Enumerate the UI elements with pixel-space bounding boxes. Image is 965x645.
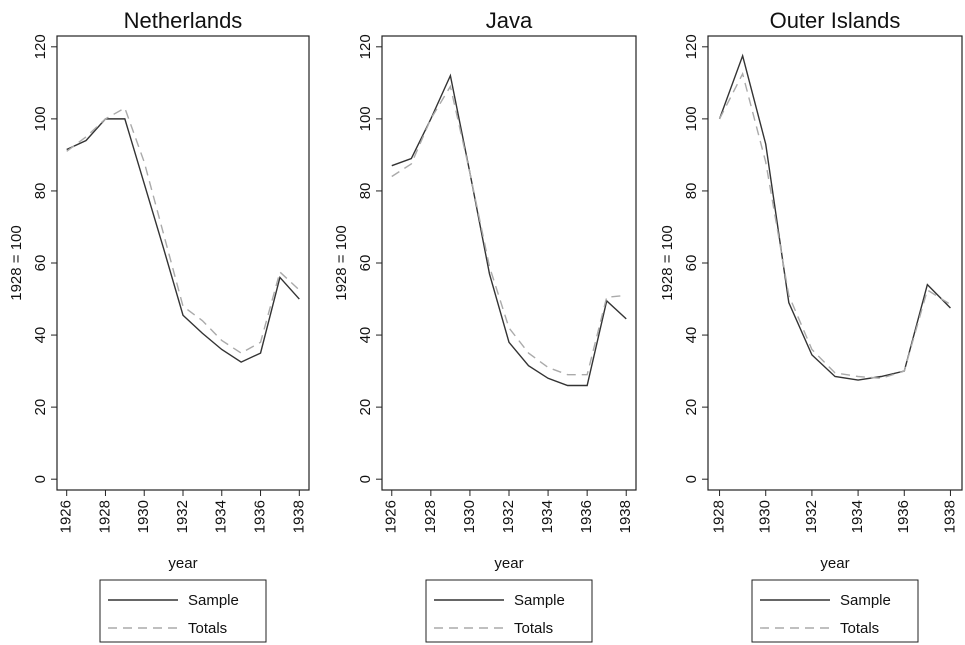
panel-title: Outer Islands — [770, 8, 901, 33]
x-tick-label: 1930 — [461, 500, 478, 533]
legend-box — [751, 579, 919, 643]
x-tick-label: 1928 — [711, 500, 728, 533]
x-tick-label: 1926 — [383, 500, 400, 533]
x-tick-label: 1936 — [895, 500, 912, 533]
legend-label: Totals — [514, 620, 553, 637]
x-axis-label: year — [168, 555, 197, 572]
data-line — [66, 107, 300, 354]
y-axis-label: 1928 = 100 — [8, 225, 25, 301]
x-tick-label: 1934 — [213, 500, 230, 533]
y-tick-label: 40 — [32, 327, 49, 344]
y-tick-label: 40 — [683, 327, 700, 344]
y-axis-label: 1928 = 100 — [659, 225, 676, 301]
plot-frame — [56, 35, 310, 491]
y-tick-label: 80 — [683, 183, 700, 200]
y-tick-label: 100 — [32, 106, 49, 131]
legend-label: Totals — [840, 620, 879, 637]
panel: Netherlands 0 20 40 60 80 100 120 1926 1928 1930 19… — [8, 8, 310, 643]
y-tick-label: 60 — [357, 255, 374, 272]
panel: Outer Islands 0 20 40 60 80 100 120 1928 1930 1932… — [659, 8, 963, 643]
y-tick-label: 20 — [683, 399, 700, 416]
x-tick-label: 1928 — [422, 500, 439, 533]
y-tick-label: 80 — [32, 183, 49, 200]
x-tick-label: 1938 — [617, 500, 634, 533]
x-tick-label: 1932 — [803, 500, 820, 533]
x-tick-label: 1936 — [578, 500, 595, 533]
x-axis-label: year — [820, 555, 849, 572]
legend-box — [99, 579, 267, 643]
legend-label: Totals — [188, 620, 227, 637]
plot-frame — [707, 35, 963, 491]
y-tick-label: 0 — [32, 475, 49, 483]
y-tick-label: 120 — [32, 34, 49, 59]
y-tick-label: 120 — [357, 34, 374, 59]
y-tick-label: 120 — [683, 34, 700, 59]
legend-label: Sample — [188, 592, 239, 609]
y-tick-label: 60 — [683, 255, 700, 272]
x-tick-label: 1938 — [941, 500, 958, 533]
x-tick-label: 1934 — [539, 500, 556, 533]
x-axis-label: year — [494, 555, 523, 572]
y-tick-label: 40 — [357, 327, 374, 344]
y-tick-label: 20 — [357, 399, 374, 416]
legend-box — [425, 579, 593, 643]
y-tick-label: 20 — [32, 399, 49, 416]
y-tick-label: 80 — [357, 183, 374, 200]
data-line — [718, 71, 951, 380]
x-tick-label: 1932 — [174, 500, 191, 533]
panel-title: Java — [486, 8, 533, 33]
x-tick-label: 1930 — [135, 500, 152, 533]
x-tick-label: 1926 — [58, 500, 75, 533]
x-tick-label: 1930 — [757, 500, 774, 533]
x-tick-label: 1928 — [96, 500, 113, 533]
y-tick-label: 100 — [683, 106, 700, 131]
y-tick-label: 60 — [32, 255, 49, 272]
y-tick-label: 0 — [683, 475, 700, 483]
x-tick-label: 1938 — [290, 500, 307, 533]
y-axis-label: 1928 = 100 — [333, 225, 350, 301]
x-tick-label: 1934 — [849, 500, 866, 533]
panel: Java 0 20 40 60 80 100 120 1926 1928 1930 1932 1934 1… — [333, 8, 637, 643]
plot-frame — [381, 35, 637, 491]
data-line — [391, 84, 627, 376]
x-tick-label: 1932 — [500, 500, 517, 533]
legend-label: Sample — [514, 592, 565, 609]
y-tick-label: 0 — [357, 475, 374, 483]
data-line — [391, 73, 627, 387]
legend-label: Sample — [840, 592, 891, 609]
x-tick-label: 1936 — [252, 500, 269, 533]
y-tick-label: 100 — [357, 106, 374, 131]
panel-title: Netherlands — [124, 8, 243, 33]
